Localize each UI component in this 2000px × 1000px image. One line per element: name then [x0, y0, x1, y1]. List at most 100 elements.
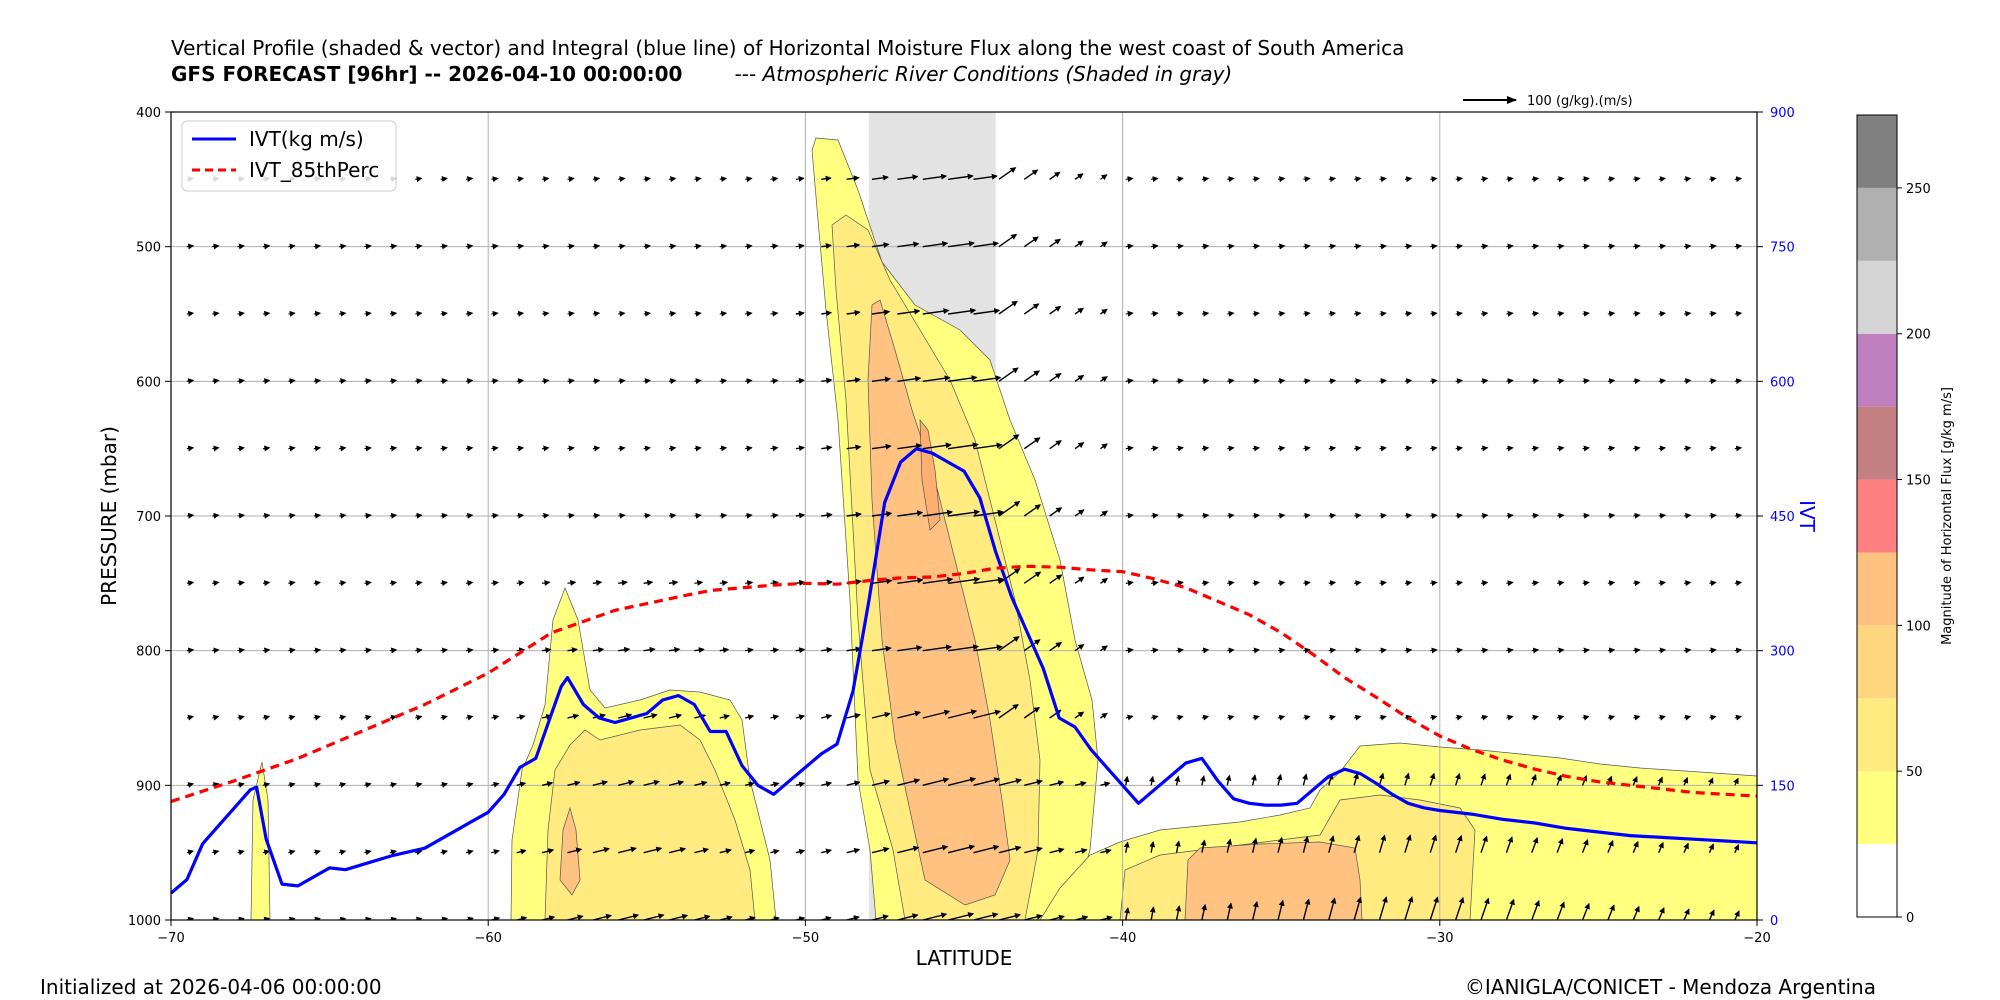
flux-vector — [668, 780, 685, 787]
flux-vector — [491, 176, 499, 183]
flux-vector — [1099, 712, 1108, 719]
flux-vector — [1531, 837, 1539, 853]
flux-vector — [1252, 378, 1260, 385]
flux-vector — [1556, 837, 1564, 853]
flux-vector — [1454, 772, 1461, 786]
flux-vector — [1201, 176, 1210, 183]
flux-vector — [1556, 774, 1562, 786]
flux-vector — [694, 847, 710, 854]
flux-vector — [1252, 647, 1260, 654]
flux-vector — [288, 714, 296, 721]
flux-vector — [1430, 445, 1438, 452]
flux-vector — [770, 714, 780, 721]
y2-tick-label: 750 — [1770, 241, 1795, 256]
flux-vector — [592, 846, 610, 854]
flux-vector — [262, 310, 271, 317]
y2-tick-label: 900 — [1770, 106, 1795, 121]
x-tick-label: −70 — [157, 931, 184, 946]
flux-vector — [643, 378, 651, 385]
flux-vector — [973, 308, 1001, 315]
flux-vector — [212, 647, 220, 654]
flux-vector — [821, 310, 833, 317]
flux-vector — [415, 243, 423, 250]
flux-vector — [795, 714, 806, 721]
flux-vector — [1227, 243, 1235, 250]
flux-vector — [1277, 647, 1286, 654]
flux-vector — [998, 568, 1021, 584]
flux-vector — [1404, 310, 1413, 317]
flux-vector — [1733, 843, 1740, 853]
flux-vector — [948, 375, 978, 383]
flux-vector — [846, 847, 861, 854]
flux-vector — [745, 445, 753, 452]
flux-vector — [465, 647, 474, 654]
flux-vector — [871, 309, 891, 316]
flux-vector — [567, 243, 575, 250]
flux-vector — [364, 310, 372, 317]
flux-vector — [1607, 378, 1616, 385]
flux-vector — [1151, 512, 1159, 519]
flux-vector — [795, 175, 805, 182]
flux-vector — [871, 376, 891, 383]
flux-vector — [948, 644, 980, 652]
flux-vector — [415, 176, 423, 183]
flux-vector — [1023, 437, 1041, 450]
flux-vector — [795, 512, 806, 519]
flux-vector — [745, 512, 753, 519]
flux-vector — [745, 378, 753, 385]
flux-vector — [440, 512, 448, 519]
flux-vector — [1607, 310, 1616, 317]
y-tick-label: 1000 — [128, 914, 161, 929]
flux-vector — [542, 512, 550, 519]
flux-vector — [643, 310, 651, 317]
flux-vector — [1480, 378, 1489, 385]
flux-vector — [1683, 243, 1692, 250]
flux-vector — [516, 445, 525, 452]
flux-vector — [1099, 308, 1108, 315]
flux-vector — [846, 780, 861, 787]
flux-vector — [1149, 841, 1156, 853]
flux-vector — [262, 243, 271, 250]
flux-vector — [186, 445, 195, 452]
flux-vector — [643, 913, 665, 920]
flux-vector — [1455, 580, 1463, 587]
flux-vector — [1506, 580, 1514, 587]
flux-vector — [998, 233, 1018, 248]
flux-vector — [643, 512, 651, 519]
flux-vector — [1455, 512, 1463, 519]
flux-vector — [1429, 896, 1439, 920]
flux-vector — [1582, 176, 1590, 183]
flux-vector — [313, 243, 322, 250]
flux-vector — [1074, 644, 1085, 652]
flux-vector — [1505, 773, 1512, 786]
flux-vector — [998, 778, 1023, 787]
flux-vector — [1557, 647, 1565, 654]
flux-vector — [1252, 512, 1260, 519]
flux-vector — [1404, 896, 1414, 920]
flux-vector — [1404, 176, 1413, 183]
flux-vector — [288, 310, 296, 317]
flux-vector — [1328, 897, 1337, 920]
flux-vector — [618, 713, 633, 719]
flux-vector — [415, 714, 423, 721]
flux-vector — [440, 378, 448, 385]
flux-vector — [1176, 243, 1184, 250]
flux-vector — [1582, 445, 1590, 452]
flux-vector — [1151, 580, 1159, 587]
flux-vector — [212, 782, 220, 788]
flux-vector — [1049, 372, 1062, 382]
flux-vector — [465, 243, 474, 250]
flux-vector — [1123, 775, 1130, 786]
flux-vector — [516, 848, 527, 855]
flux-vector — [1277, 310, 1286, 317]
flux-vector — [186, 378, 195, 385]
flux-vector — [1354, 714, 1362, 721]
flux-vector — [313, 310, 322, 317]
flux-vector — [795, 848, 806, 855]
flux-vector — [1582, 512, 1590, 519]
flux-vector — [1277, 378, 1286, 385]
flux-vector — [542, 176, 550, 183]
flux-vector — [288, 782, 296, 788]
flux-vector — [744, 781, 755, 788]
flux-vector — [618, 779, 635, 787]
